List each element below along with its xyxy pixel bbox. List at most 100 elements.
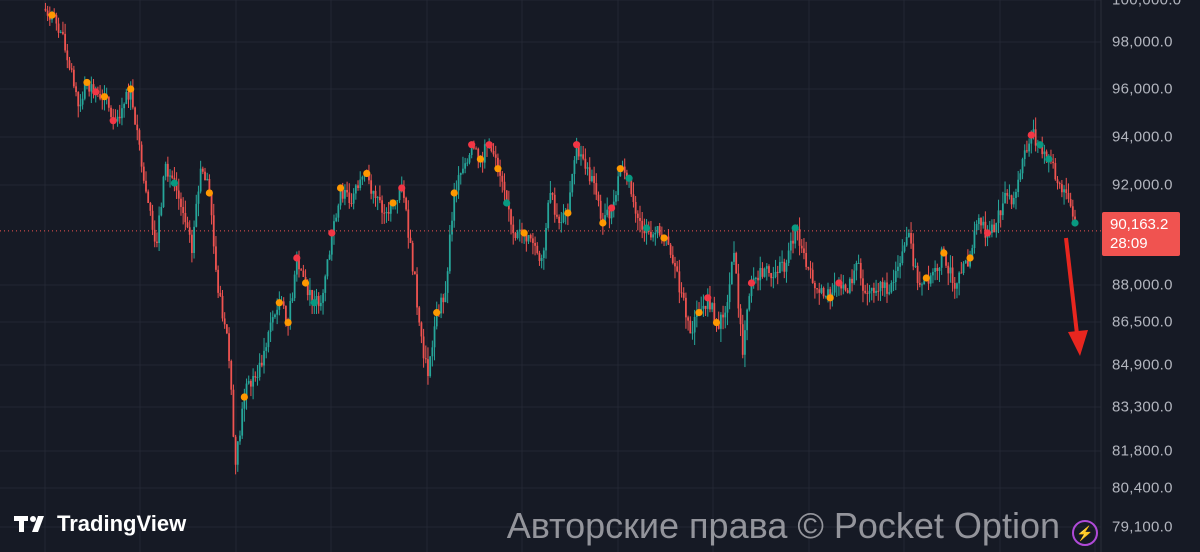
candle-body <box>894 270 897 283</box>
candle-body <box>510 209 512 225</box>
candle-body <box>724 312 727 318</box>
price-tick-label: 79,100.0 <box>1112 518 1173 536</box>
signal-marker-red <box>485 141 493 149</box>
candle-body <box>682 292 685 298</box>
candle-body <box>619 168 622 177</box>
signal-marker-teal <box>1045 155 1053 163</box>
candle-body <box>1065 189 1068 193</box>
candle-body <box>525 233 528 242</box>
candle-body <box>1019 173 1022 180</box>
candle-body <box>505 190 508 203</box>
candle-body <box>630 178 633 195</box>
candle-body <box>92 84 95 93</box>
candle-body <box>440 297 442 314</box>
candle-body <box>765 266 768 269</box>
candle-body <box>190 234 193 253</box>
candle-body <box>370 180 373 194</box>
candle-body <box>853 270 856 284</box>
price-tick-label: 94,000.0 <box>1112 128 1173 146</box>
price-tick-label: 84,900.0 <box>1112 356 1173 374</box>
candle-body <box>448 234 451 272</box>
candle-body <box>180 198 182 207</box>
candle-body <box>151 210 154 230</box>
candle-body <box>186 222 189 228</box>
candle-body <box>239 435 241 442</box>
candle-body <box>1060 184 1063 193</box>
candle-body <box>881 281 884 288</box>
candle-body <box>317 295 320 307</box>
candle-body <box>184 213 187 223</box>
candle-body <box>385 212 388 214</box>
candle-body <box>466 162 469 164</box>
candle-body <box>125 91 128 104</box>
tradingview-logo-icon <box>14 516 44 532</box>
lightning-icon[interactable]: ⚡ <box>1072 520 1098 546</box>
candle-body <box>945 253 947 266</box>
candle-body <box>540 258 543 261</box>
candle-body <box>1015 192 1017 198</box>
candle-body <box>350 203 353 204</box>
candle-body <box>309 289 311 296</box>
candle-body <box>964 260 967 264</box>
candle-body <box>907 233 910 238</box>
candle-body <box>735 253 738 274</box>
candle-body <box>389 203 392 214</box>
signal-marker-teal <box>170 179 179 187</box>
candle-body <box>418 307 421 323</box>
red-down-arrow <box>1064 237 1088 356</box>
candle-body <box>140 144 143 167</box>
candle-body <box>411 243 414 272</box>
candle-body <box>269 322 272 333</box>
candle-body <box>1071 206 1074 217</box>
signal-marker-orange <box>494 165 502 173</box>
candle-body <box>632 194 635 202</box>
candle-body <box>427 359 429 377</box>
candle-body <box>55 15 58 24</box>
copyright-watermark: Авторские права © Pocket Option <box>506 505 1060 546</box>
candle-body <box>169 175 171 177</box>
candle-body <box>376 197 379 199</box>
candle-body <box>383 212 386 214</box>
candle-body <box>730 261 733 285</box>
signal-marker-teal <box>625 174 633 182</box>
candle-body <box>518 229 521 232</box>
signal-marker-orange <box>336 184 345 192</box>
candle-body <box>971 248 974 258</box>
candle-body <box>330 233 333 255</box>
candle-body <box>805 253 808 267</box>
candle-body <box>215 246 217 270</box>
candle-body <box>969 258 971 267</box>
candle-body <box>158 215 161 243</box>
candle-body <box>1058 183 1061 185</box>
candle-body <box>256 377 259 379</box>
candle-body <box>938 267 941 272</box>
candle-body <box>921 284 923 286</box>
candle-body <box>728 284 731 303</box>
candle-body <box>623 166 626 173</box>
candle-body <box>534 243 536 246</box>
candle-body <box>883 282 886 288</box>
candle-body <box>739 308 742 325</box>
candle-body <box>776 271 779 273</box>
candle-body <box>258 362 261 378</box>
tradingview-logo[interactable]: TradingView <box>14 511 186 537</box>
signal-marker-orange <box>599 219 607 227</box>
candle-body <box>811 269 814 283</box>
signal-marker-red <box>704 294 712 302</box>
candle-body <box>1006 193 1009 196</box>
candle-body <box>846 290 849 293</box>
candle-body <box>368 173 370 181</box>
signal-marker-orange <box>564 209 572 217</box>
candle-body <box>446 271 449 293</box>
candle-body <box>1056 179 1059 184</box>
candle-body <box>772 276 775 279</box>
candle-body <box>1030 135 1033 144</box>
candle-body <box>575 144 578 161</box>
candle-body <box>855 263 858 271</box>
candle-body <box>1012 198 1015 205</box>
candle-body <box>857 262 860 264</box>
candle-body <box>612 201 615 208</box>
signal-marker-orange <box>712 318 721 327</box>
signal-marker-orange <box>433 309 441 317</box>
